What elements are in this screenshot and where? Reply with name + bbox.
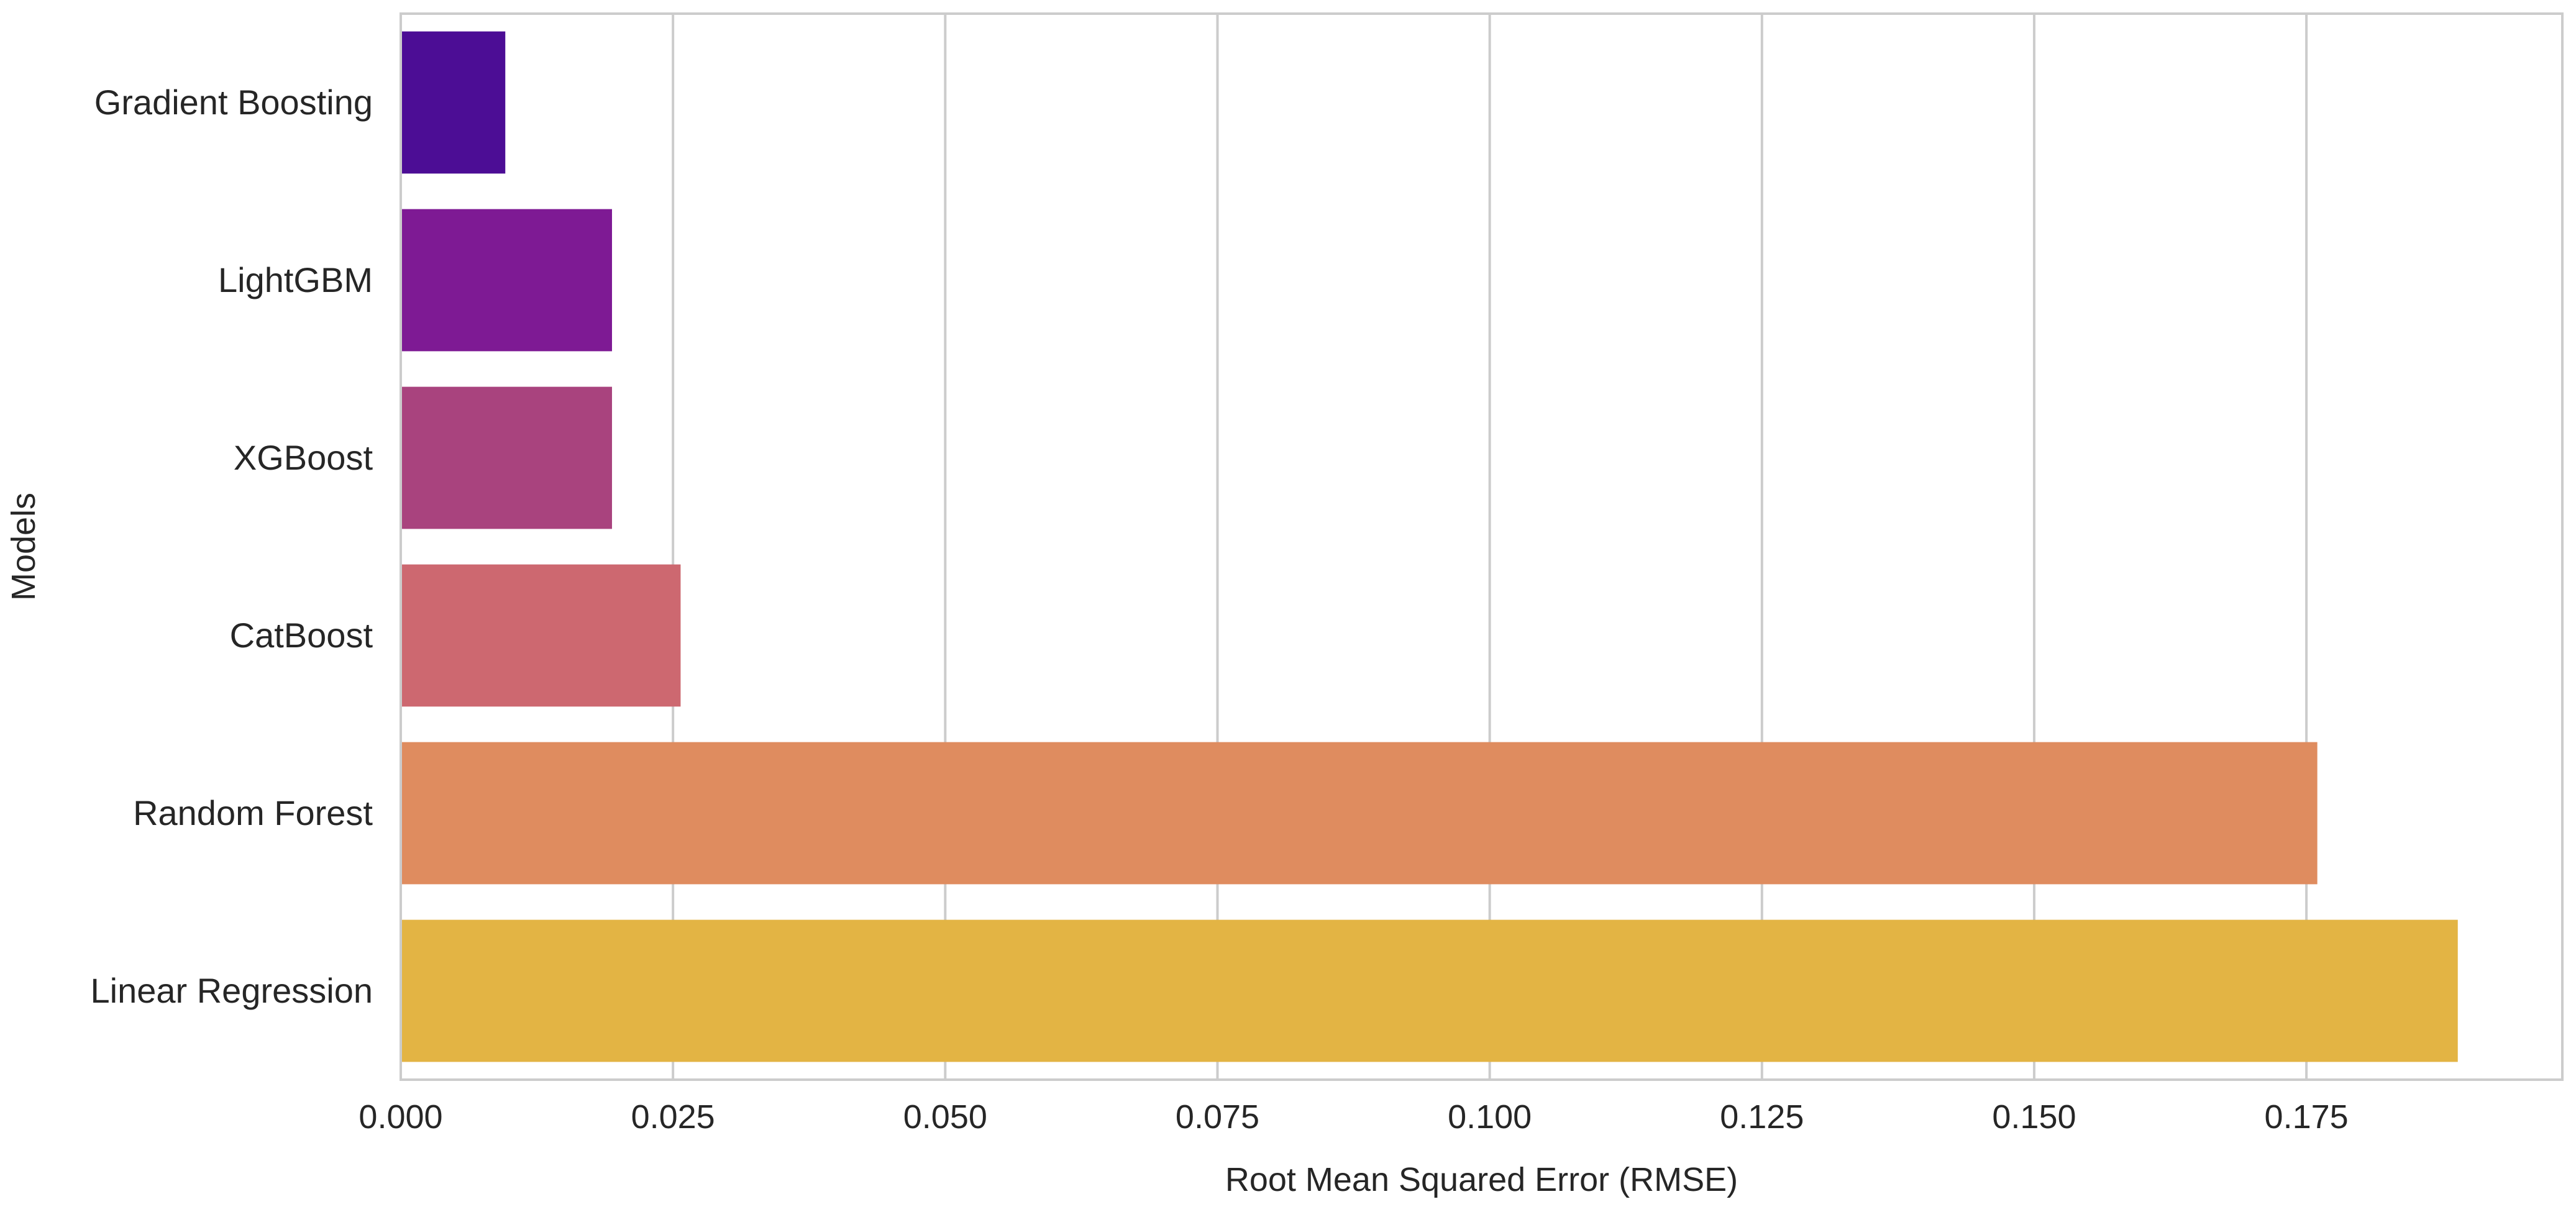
y-category-label: Gradient Boosting (94, 83, 373, 122)
x-tick-label: 0.150 (1992, 1098, 2076, 1136)
x-tick-label: 0.100 (1448, 1098, 1532, 1136)
bars (401, 31, 2458, 1062)
y-category-label: LightGBM (218, 260, 373, 299)
x-tick-label: 0.075 (1176, 1098, 1259, 1136)
x-tick-label: 0.175 (2265, 1098, 2349, 1136)
y-axis-title: Models (5, 493, 42, 601)
y-category-label: CatBoost (230, 616, 373, 655)
bar-xgboost (401, 386, 613, 529)
gridlines (672, 14, 2308, 1080)
bar-catboost (401, 564, 681, 707)
bar-linear-regression (401, 919, 2458, 1062)
y-category-labels: Gradient Boosting LightGBM XGBoost CatBoost… (91, 83, 373, 1010)
x-tick-label: 0.025 (631, 1098, 715, 1136)
x-tick-labels: 0.000 0.025 0.050 0.075 0.100 0.125 0.150 0.175 (359, 1098, 2348, 1136)
x-axis-title: Root Mean Squared Error (RMSE) (1225, 1161, 1738, 1198)
x-tick-label: 0.125 (1720, 1098, 1804, 1136)
x-tick-label: 0.050 (903, 1098, 987, 1136)
y-category-label: Random Forest (133, 793, 373, 832)
bar-lightgbm (401, 209, 613, 352)
bar-gradient-boosting (401, 31, 506, 174)
y-category-label: XGBoost (234, 438, 373, 477)
plot-frame (400, 12, 2564, 1081)
x-tick-label: 0.000 (359, 1098, 442, 1136)
y-category-label: Linear Regression (91, 971, 373, 1010)
bar-random-forest (401, 742, 2318, 885)
